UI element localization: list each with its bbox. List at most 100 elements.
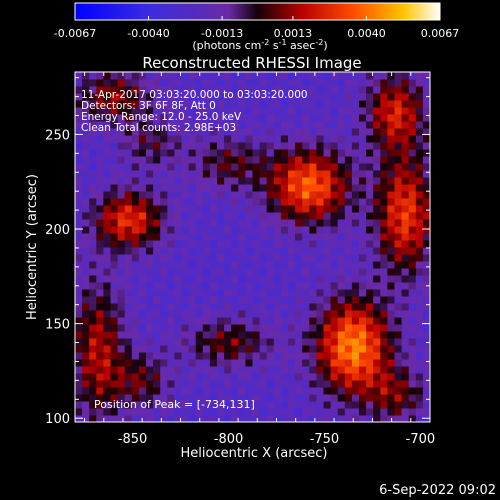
heatmap-cell (167, 170, 175, 178)
heatmap-cell (238, 261, 246, 269)
heatmap-cell (131, 184, 140, 192)
heatmap-cell (302, 394, 310, 402)
heatmap-cell (238, 170, 246, 178)
heatmap-cell (238, 240, 246, 248)
heatmap-cell (259, 121, 268, 129)
heatmap-cell (174, 282, 182, 290)
heatmap-cell (238, 303, 246, 311)
heatmap-cell (195, 93, 204, 101)
heatmap-cell (124, 79, 133, 87)
heatmap-cell (415, 380, 424, 388)
heatmap-cell (295, 394, 303, 402)
heatmap-cell (238, 205, 246, 213)
heatmap-cell (131, 93, 140, 101)
heatmap-cell (117, 107, 126, 115)
heatmap-cell (217, 191, 225, 199)
heatmap-cell (160, 114, 168, 122)
heatmap-cell (153, 72, 161, 80)
heatmap-cell (373, 401, 381, 409)
heatmap-cell (167, 310, 175, 318)
heatmap-cell (202, 317, 211, 325)
heatmap-cell (146, 121, 154, 129)
heatmap-cell (302, 93, 310, 101)
heatmap-cell (146, 114, 154, 122)
heatmap-cell (217, 233, 225, 241)
heatmap-cell (181, 184, 190, 192)
heatmap-cell (330, 156, 339, 164)
heatmap-cell (217, 373, 225, 381)
heatmap-cell (82, 163, 90, 171)
heatmap-cell (75, 86, 83, 94)
heatmap-cell (359, 324, 367, 332)
heatmap-cell (259, 282, 268, 290)
heatmap-cell (195, 191, 204, 199)
heatmap-cell (224, 408, 232, 416)
heatmap-cell (359, 366, 367, 374)
heatmap-cell (422, 170, 430, 178)
heatmap-cell (110, 219, 119, 227)
heatmap-cell (309, 156, 317, 164)
heatmap-cell (181, 191, 190, 199)
heatmap-cell (96, 114, 104, 122)
heatmap-cell (280, 86, 289, 94)
heatmap-cell (380, 233, 388, 241)
heatmap-cell (245, 373, 253, 381)
heatmap-cell (408, 240, 417, 248)
heatmap-cell (160, 401, 168, 409)
heatmap-cell (188, 93, 197, 101)
heatmap-cell (209, 135, 218, 143)
heatmap-cell (188, 254, 197, 262)
heatmap-cell (89, 219, 97, 227)
heatmap-cell (160, 268, 168, 276)
heatmap-cell (231, 121, 239, 129)
heatmap-cell (295, 219, 303, 227)
heatmap-cell (337, 149, 346, 157)
heatmap-cell (394, 233, 403, 241)
heatmap-cell (89, 198, 97, 206)
heatmap-cell (89, 373, 97, 381)
heatmap-cell (224, 366, 232, 374)
heatmap-cell (380, 401, 388, 409)
heatmap-cell (316, 86, 324, 94)
heatmap-cell (422, 303, 430, 311)
heatmap-cell (394, 177, 403, 185)
heatmap-cell (153, 282, 161, 290)
heatmap-cell (231, 128, 239, 136)
heatmap-cell (359, 149, 367, 157)
heatmap-cell (359, 156, 367, 164)
heatmap-cell (366, 240, 374, 248)
heatmap-cell (366, 205, 374, 213)
heatmap-cell (366, 345, 374, 353)
heatmap-cell (415, 205, 424, 213)
heatmap-cell (124, 331, 133, 339)
heatmap-cell (167, 135, 175, 143)
heatmap-cell (131, 254, 140, 262)
heatmap-cell (387, 289, 395, 297)
heatmap-cell (202, 415, 211, 422)
heatmap-cell (316, 135, 324, 143)
heatmap-cell (401, 142, 410, 150)
heatmap-cell (295, 289, 303, 297)
heatmap-cell (252, 296, 261, 304)
heatmap-cell (188, 107, 197, 115)
heatmap-cell (415, 135, 424, 143)
heatmap-cell (252, 184, 261, 192)
heatmap-cell (302, 359, 310, 367)
heatmap-cell (167, 331, 175, 339)
heatmap-cell (146, 93, 154, 101)
heatmap-cell (415, 107, 424, 115)
heatmap-cell (266, 72, 275, 80)
heatmap-cell (167, 387, 175, 395)
heatmap-cell (89, 387, 97, 395)
heatmap-cell (295, 415, 303, 422)
heatmap-cell (415, 72, 424, 80)
heatmap-cell (330, 100, 339, 108)
heatmap-cell (131, 114, 140, 122)
heatmap-cell (280, 289, 289, 297)
heatmap-cell (373, 233, 381, 241)
heatmap-cell (209, 345, 218, 353)
heatmap-cell (273, 303, 282, 311)
heatmap-cell (224, 72, 232, 80)
heatmap-cell (117, 275, 126, 283)
heatmap-cell (273, 359, 282, 367)
